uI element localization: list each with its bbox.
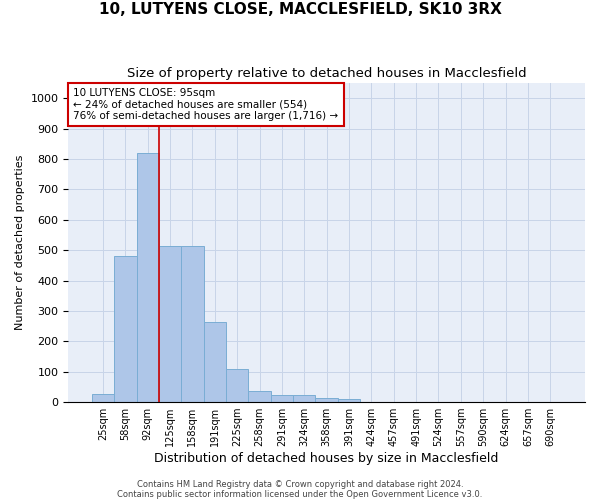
Title: Size of property relative to detached houses in Macclesfield: Size of property relative to detached ho…: [127, 68, 526, 80]
Bar: [181, 246, 203, 402]
Bar: [248, 390, 271, 402]
X-axis label: Distribution of detached houses by size in Macclesfield: Distribution of detached houses by size …: [154, 452, 499, 465]
Bar: [226, 368, 248, 402]
Bar: [92, 394, 114, 402]
Bar: [114, 256, 137, 402]
Text: 10, LUTYENS CLOSE, MACCLESFIELD, SK10 3RX: 10, LUTYENS CLOSE, MACCLESFIELD, SK10 3R…: [98, 2, 502, 18]
Bar: [271, 396, 293, 402]
Bar: [203, 322, 226, 402]
Bar: [159, 246, 181, 402]
Bar: [316, 398, 338, 402]
Text: 10 LUTYENS CLOSE: 95sqm
← 24% of detached houses are smaller (554)
76% of semi-d: 10 LUTYENS CLOSE: 95sqm ← 24% of detache…: [73, 88, 338, 121]
Text: Contains HM Land Registry data © Crown copyright and database right 2024.
Contai: Contains HM Land Registry data © Crown c…: [118, 480, 482, 499]
Bar: [338, 399, 360, 402]
Bar: [293, 396, 316, 402]
Y-axis label: Number of detached properties: Number of detached properties: [15, 155, 25, 330]
Bar: [137, 153, 159, 402]
